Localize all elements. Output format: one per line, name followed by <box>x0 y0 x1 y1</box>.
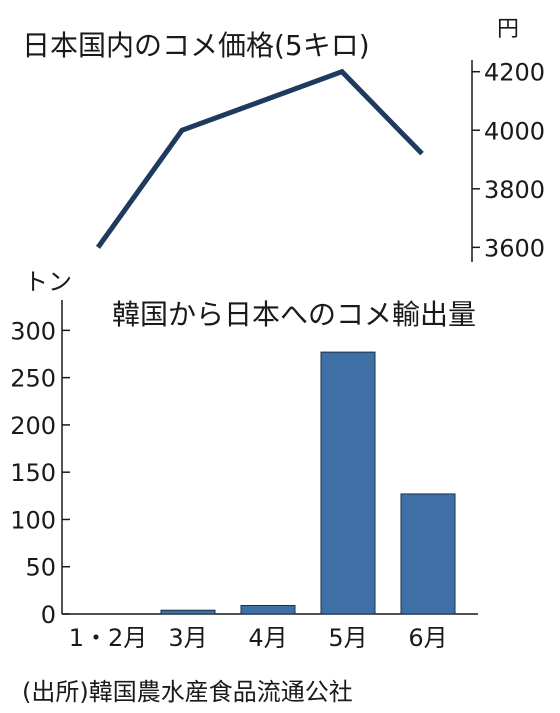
bar-tick-label: 150 <box>10 459 56 487</box>
line-tick-label: 4000 <box>484 117 545 145</box>
line-tick-label: 3600 <box>484 234 545 262</box>
export-bar-4 <box>400 493 456 615</box>
line-tick-label: 4200 <box>484 59 545 87</box>
line-chart-title: 日本国内のコメ価格(5キロ) <box>22 29 370 62</box>
source-note: (出所)韓国農水産食品流通公社 <box>22 678 353 706</box>
bar-tick-label: 100 <box>10 506 56 534</box>
x-tick-label: 5月 <box>328 624 367 652</box>
x-tick-label: 1・2月 <box>69 624 148 652</box>
line-tick-label: 3800 <box>484 176 545 204</box>
line-chart-ticks: 3600 3800 4000 4200 <box>472 59 545 262</box>
bar-chart-title: 韓国から日本へのコメ輸出量 <box>112 298 476 331</box>
bar-tick-label: 50 <box>25 554 56 582</box>
bar-tick-label: 200 <box>10 412 56 440</box>
x-tick-label: 6月 <box>408 624 447 652</box>
export-bar-1 <box>160 609 216 615</box>
bar-tick-label: 0 <box>41 601 56 629</box>
bar-tick-label: 300 <box>10 317 56 345</box>
x-axis-labels: 1・2月 3月 4月 5月 6月 <box>69 624 448 652</box>
price-line <box>95 68 424 249</box>
bar-chart-series <box>160 351 456 615</box>
bar-tick-label: 250 <box>10 365 56 393</box>
x-tick-label: 3月 <box>168 624 207 652</box>
bar-chart-ticks: 0 50 100 150 200 250 300 <box>10 317 70 629</box>
line-chart-series <box>95 68 424 249</box>
bar-chart-unit: トン <box>24 268 72 296</box>
export-bar-2 <box>240 604 296 615</box>
x-tick-label: 4月 <box>248 624 287 652</box>
line-chart-unit: 円 <box>497 17 519 42</box>
export-bar-3 <box>320 351 376 615</box>
